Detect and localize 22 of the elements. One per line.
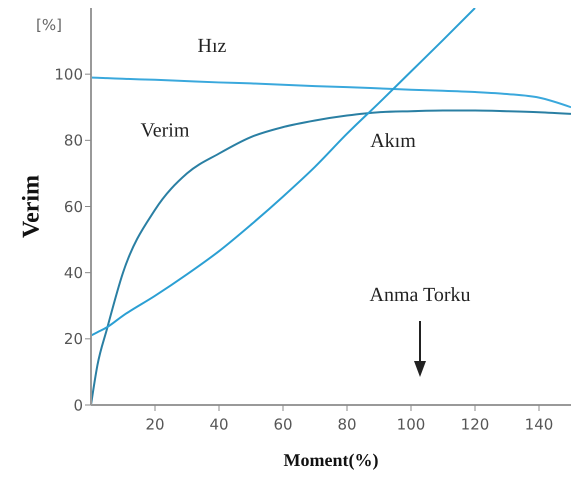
x-tick-label: 120: [460, 416, 490, 434]
y-tick-label: 60: [64, 198, 83, 216]
text: [%]: [36, 16, 62, 34]
y-tick-label: 100: [54, 65, 83, 84]
line-series: [91, 8, 476, 337]
x-tick-label: 20: [145, 416, 165, 434]
series-label: Akım: [370, 130, 416, 152]
x-axis-title: Moment(%): [284, 450, 378, 470]
x-tick-label: 100: [396, 416, 426, 434]
y-axis-title: Verim: [18, 174, 45, 238]
y-tick-label: 0: [73, 396, 83, 414]
y-tick-label: 80: [64, 132, 83, 150]
series-label: Verim: [140, 120, 190, 142]
x-tick-label: 140: [524, 416, 554, 434]
line-series: [91, 76, 571, 108]
annotation: Anma Torku: [368, 284, 472, 307]
x-tick-label: 40: [209, 416, 229, 434]
x-tick-label: 80: [337, 416, 357, 434]
y-tick-label: 40: [64, 264, 83, 282]
y-tick-label: 20: [64, 330, 83, 348]
x-tick-label: 60: [273, 416, 293, 434]
series-label: Hız: [198, 35, 227, 58]
